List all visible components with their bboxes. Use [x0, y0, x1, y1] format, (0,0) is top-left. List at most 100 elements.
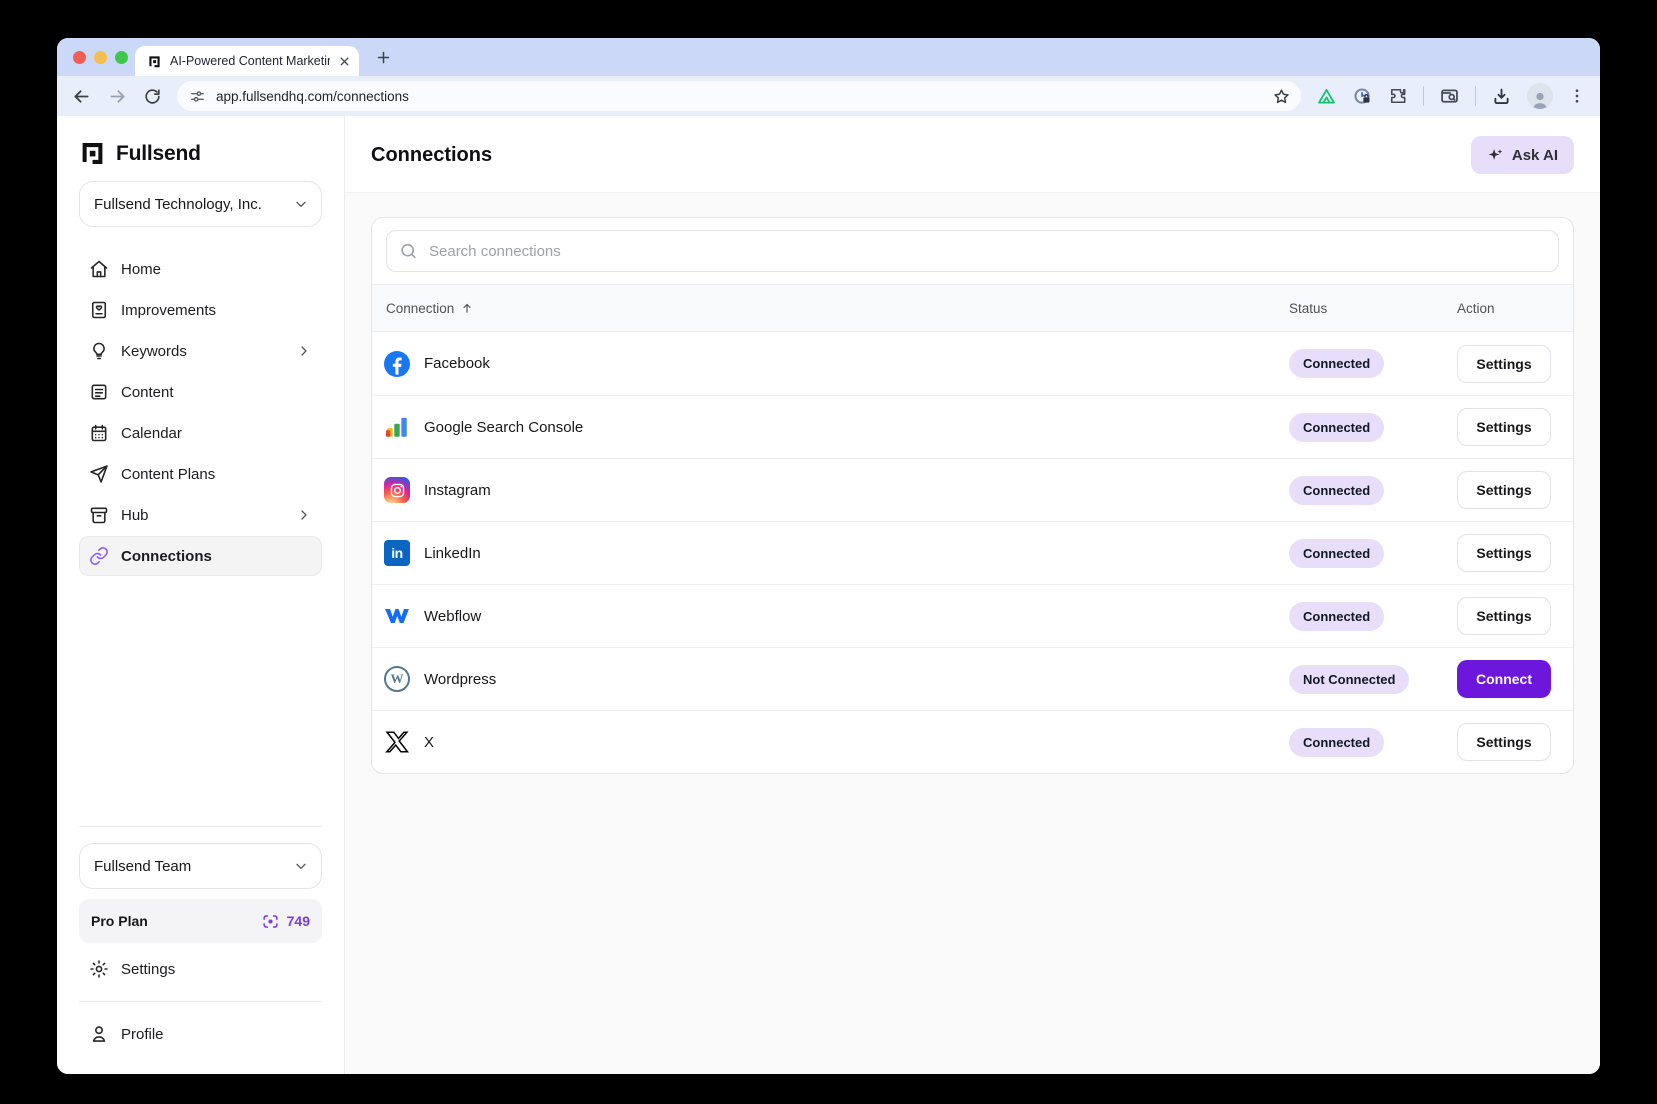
connection-name: X	[424, 733, 435, 751]
connection-name: Google Search Console	[424, 418, 584, 436]
action-column-header[interactable]: Action	[1457, 300, 1495, 316]
table-row-wordpress: W Wordpress Not Connected Connect	[372, 647, 1573, 710]
settings-button-webflow[interactable]: Settings	[1457, 597, 1551, 635]
status-badge: Connected	[1289, 475, 1385, 505]
extension-green-triangle-icon[interactable]	[1316, 86, 1337, 107]
link-icon	[89, 546, 109, 566]
plan-label: Pro Plan	[91, 913, 148, 929]
sidebar-item-home[interactable]: Home	[79, 249, 322, 289]
tab-search-icon[interactable]	[1439, 86, 1460, 107]
plan-row[interactable]: Pro Plan 749	[79, 899, 322, 943]
settings-button-facebook[interactable]: Settings	[1457, 344, 1551, 383]
reload-button[interactable]	[143, 87, 162, 106]
credits-icon	[261, 912, 280, 931]
settings-button-google-search-console[interactable]: Settings	[1457, 408, 1551, 446]
sidebar-item-connections[interactable]: Connections	[79, 536, 322, 576]
settings-button-linkedin[interactable]: Settings	[1457, 534, 1551, 572]
url-text: app.fullsendhq.com/connections	[216, 88, 409, 104]
profile-label: Profile	[121, 1025, 164, 1043]
plan-credits: 749	[286, 913, 310, 929]
status-badge: Not Connected	[1289, 664, 1410, 694]
sidebar-item-keywords[interactable]: Keywords	[79, 331, 322, 371]
browser-toolbar: app.fullsendhq.com/connections	[57, 76, 1600, 116]
fullsend-logo-icon	[79, 140, 106, 167]
brand: Fullsend	[79, 140, 322, 167]
table-row-webflow: Webflow Connected Settings	[372, 584, 1573, 647]
site-settings-icon[interactable]	[189, 88, 206, 105]
chevron-right-icon	[296, 507, 312, 523]
sidebar-item-improvements[interactable]: Improvements	[79, 290, 322, 330]
settings-label: Settings	[121, 960, 176, 978]
connections-card: Connection Status Action Facebook Connec…	[371, 217, 1574, 774]
fullscreen-window-button[interactable]	[115, 51, 128, 64]
bookmark-star-icon[interactable]	[1272, 87, 1291, 106]
new-tab-button[interactable]	[373, 47, 393, 67]
extension-privacy-clock-icon[interactable]	[1352, 86, 1373, 107]
gear-icon	[89, 959, 109, 979]
sidebar-item-settings[interactable]: Settings	[79, 949, 322, 989]
connection-column-header[interactable]: Connection	[386, 300, 455, 316]
org-selector-value: Fullsend Technology, Inc.	[94, 195, 262, 213]
traffic-lights	[73, 51, 128, 64]
connection-name: Wordpress	[424, 670, 497, 688]
status-badge: Connected	[1289, 601, 1385, 631]
connection-name: Facebook	[424, 355, 490, 372]
connection-name: LinkedIn	[424, 544, 481, 562]
settings-button-instagram[interactable]: Settings	[1457, 471, 1551, 509]
forward-button[interactable]	[107, 86, 128, 107]
hub-icon	[89, 505, 109, 525]
status-badge: Connected	[1289, 538, 1385, 568]
connect-button-wordpress[interactable]: Connect	[1457, 660, 1551, 698]
search-icon	[399, 242, 418, 261]
table-row-instagram: Instagram Connected Settings	[372, 458, 1573, 521]
minimize-window-button[interactable]	[94, 51, 107, 64]
table-header: Connection Status Action	[372, 284, 1573, 332]
page-header: Connections Ask AI	[345, 116, 1600, 192]
close-window-button[interactable]	[73, 51, 86, 64]
address-bar[interactable]: app.fullsendhq.com/connections	[177, 81, 1301, 111]
webflow-icon	[384, 603, 410, 629]
sidebar-item-content[interactable]: Content	[79, 372, 322, 412]
status-column-header[interactable]: Status	[1289, 300, 1328, 316]
sidebar-item-profile[interactable]: Profile	[79, 1014, 322, 1054]
wordpress-icon: W	[384, 666, 410, 692]
document-icon	[89, 382, 109, 402]
sort-asc-icon	[460, 301, 474, 315]
extensions-puzzle-icon[interactable]	[1388, 86, 1408, 106]
settings-button-x[interactable]: Settings	[1457, 723, 1551, 761]
browser-window: AI-Powered Content Marketin app.fullsend…	[57, 38, 1600, 1074]
profile-avatar[interactable]	[1527, 83, 1553, 109]
x-icon	[384, 729, 410, 755]
chevron-right-icon	[296, 343, 312, 359]
downloads-icon[interactable]	[1491, 86, 1512, 107]
brand-name: Fullsend	[116, 141, 201, 165]
divider	[79, 826, 322, 827]
back-button[interactable]	[71, 86, 92, 107]
status-badge: Connected	[1289, 349, 1385, 378]
home-icon	[89, 259, 109, 279]
tab-close-icon[interactable]	[338, 55, 351, 68]
browser-menu-kebab-icon[interactable]	[1568, 87, 1586, 105]
status-badge: Connected	[1289, 412, 1385, 442]
sidebar-item-calendar[interactable]: Calendar	[79, 413, 322, 453]
linkedin-icon: in	[384, 540, 410, 566]
user-icon	[89, 1024, 109, 1044]
tab-strip: AI-Powered Content Marketin	[57, 38, 1600, 76]
status-badge: Connected	[1289, 727, 1385, 757]
sidebar-item-hub[interactable]: Hub	[79, 495, 322, 535]
table-row-facebook: Facebook Connected Settings	[372, 332, 1573, 395]
instagram-icon	[384, 477, 410, 503]
facebook-icon	[384, 350, 410, 377]
ask-ai-button[interactable]: Ask AI	[1470, 136, 1574, 174]
divider	[79, 1001, 322, 1002]
team-selector[interactable]: Fullsend Team	[79, 843, 322, 889]
team-selector-value: Fullsend Team	[94, 857, 192, 875]
browser-tab[interactable]: AI-Powered Content Marketin	[135, 46, 359, 76]
org-selector[interactable]: Fullsend Technology, Inc.	[79, 181, 322, 227]
search-input[interactable]	[386, 230, 1559, 272]
sidebar-nav: Home Improvements Keywords Content Calen…	[79, 249, 322, 576]
ask-ai-label: Ask AI	[1511, 146, 1558, 164]
sidebar-item-content-plans[interactable]: Content Plans	[79, 454, 322, 494]
improvements-icon	[89, 300, 109, 320]
table-row-linkedin: in LinkedIn Connected Settings	[372, 521, 1573, 584]
